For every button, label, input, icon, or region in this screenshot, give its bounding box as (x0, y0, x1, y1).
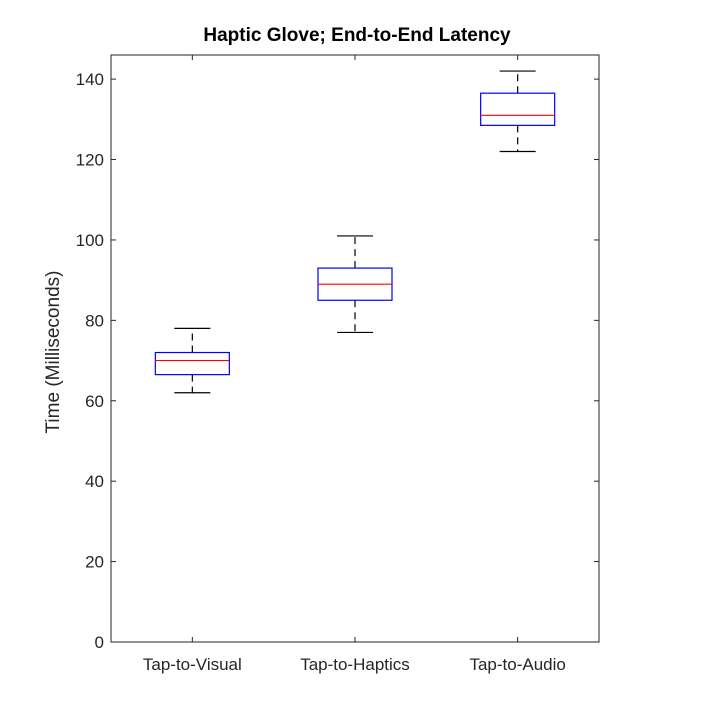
y-tick-label: 60 (85, 392, 104, 411)
chart-title: Haptic Glove; End-to-End Latency (203, 25, 511, 46)
y-tick-label: 20 (85, 553, 104, 572)
x-tick-label: Tap-to-Audio (469, 655, 565, 674)
plot-area-frame (110, 54, 600, 643)
y-tick-label: 40 (85, 472, 104, 491)
x-tick-label: Tap-to-Haptics (300, 655, 410, 674)
iqr-box (154, 351, 230, 376)
y-tick-label: 100 (76, 231, 104, 250)
y-tick-label: 0 (95, 633, 104, 652)
plot-marks: 0 20 40 60 80 100 120 140 Tap-to-Visual Tap-to-Ha… (76, 55, 599, 674)
x-tick-label: Tap-to-Visual (143, 655, 242, 674)
y-tick-label: 80 (85, 311, 104, 330)
y-tick-label: 140 (76, 70, 104, 89)
y-tick-label: 120 (76, 151, 104, 170)
y-axis-label: Time (Milliseconds) (43, 271, 64, 434)
iqr-box (480, 92, 556, 126)
